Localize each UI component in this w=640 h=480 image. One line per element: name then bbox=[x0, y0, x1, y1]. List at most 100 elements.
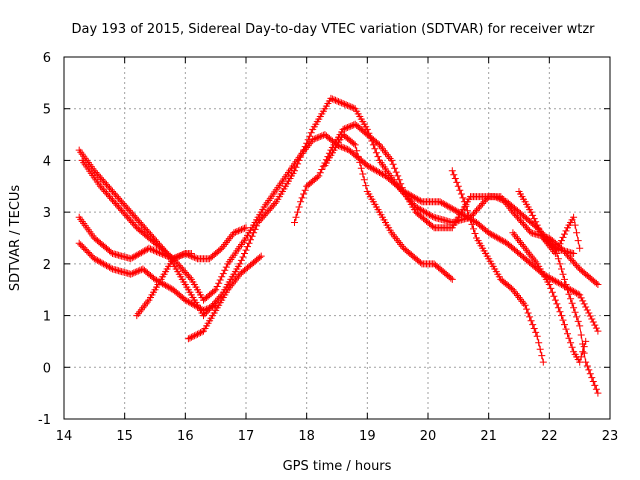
data-point bbox=[342, 124, 350, 132]
data-point bbox=[339, 144, 347, 151]
data-point bbox=[121, 201, 129, 209]
data-point bbox=[181, 269, 189, 276]
data-point bbox=[512, 212, 520, 220]
data-point bbox=[559, 270, 567, 278]
data-point bbox=[570, 287, 578, 295]
data-point bbox=[486, 230, 494, 238]
x-axis-label: GPS time / hours bbox=[283, 459, 392, 474]
data-point bbox=[86, 250, 94, 258]
data-point bbox=[160, 251, 168, 259]
data-point bbox=[586, 312, 594, 320]
data-point bbox=[350, 121, 358, 129]
data-point bbox=[183, 270, 191, 278]
data-point bbox=[568, 343, 576, 351]
data-point bbox=[201, 306, 209, 314]
data-point bbox=[236, 260, 244, 268]
data-point bbox=[526, 313, 534, 321]
data-point bbox=[365, 163, 373, 170]
data-point bbox=[98, 259, 106, 267]
series-sat-k bbox=[509, 229, 590, 366]
data-point bbox=[576, 358, 584, 366]
data-point bbox=[239, 253, 247, 261]
data-point bbox=[145, 244, 153, 252]
data-point bbox=[494, 234, 502, 242]
data-point bbox=[412, 194, 420, 202]
data-point bbox=[99, 260, 107, 268]
data-point bbox=[573, 313, 581, 321]
data-point bbox=[316, 169, 324, 177]
data-point bbox=[271, 200, 279, 207]
data-point bbox=[206, 304, 214, 312]
data-point bbox=[93, 170, 101, 178]
data-point bbox=[99, 177, 107, 185]
data-point bbox=[494, 194, 502, 202]
data-point bbox=[388, 156, 396, 164]
data-point bbox=[242, 246, 250, 254]
data-point bbox=[565, 290, 573, 298]
data-point bbox=[153, 248, 160, 256]
data-point bbox=[529, 321, 537, 329]
data-point bbox=[336, 98, 344, 106]
data-point bbox=[165, 283, 173, 291]
data-point bbox=[78, 242, 86, 250]
data-point bbox=[351, 141, 359, 149]
data-point bbox=[315, 172, 323, 180]
data-point bbox=[180, 267, 188, 275]
data-point bbox=[550, 243, 558, 251]
data-point bbox=[567, 339, 575, 347]
data-point bbox=[203, 305, 211, 313]
data-point bbox=[369, 165, 377, 173]
data-point bbox=[251, 225, 259, 233]
y-tick-label: 6 bbox=[43, 51, 51, 66]
data-point bbox=[495, 195, 503, 203]
y-tick-label: 5 bbox=[43, 103, 51, 118]
data-point bbox=[514, 213, 521, 221]
y-tick-label: 0 bbox=[43, 361, 51, 376]
data-point bbox=[582, 358, 590, 366]
data-point bbox=[113, 193, 121, 201]
data-point bbox=[470, 210, 477, 218]
data-point bbox=[416, 197, 424, 205]
data-point bbox=[573, 262, 581, 270]
data-point bbox=[121, 210, 129, 218]
data-point bbox=[530, 215, 538, 223]
data-point bbox=[539, 358, 547, 366]
data-point bbox=[257, 252, 265, 260]
data-point bbox=[571, 260, 579, 268]
data-point bbox=[101, 188, 109, 195]
data-point bbox=[198, 328, 206, 336]
data-point bbox=[363, 162, 371, 170]
data-point bbox=[96, 258, 104, 266]
data-point bbox=[492, 193, 500, 201]
data-point bbox=[535, 339, 543, 347]
data-point bbox=[178, 265, 186, 273]
data-point bbox=[527, 317, 535, 325]
data-point bbox=[345, 123, 353, 131]
data-point bbox=[247, 236, 254, 244]
data-point bbox=[568, 256, 576, 264]
data-point bbox=[347, 103, 355, 111]
data-point bbox=[438, 199, 446, 207]
data-point bbox=[309, 136, 317, 144]
data-point bbox=[327, 94, 335, 102]
data-point bbox=[319, 162, 327, 170]
data-point bbox=[231, 228, 239, 236]
series-sat-a bbox=[75, 94, 602, 320]
data-point bbox=[460, 198, 468, 206]
data-point bbox=[488, 231, 496, 239]
data-point bbox=[134, 250, 142, 258]
data-point bbox=[350, 104, 358, 112]
data-point bbox=[568, 287, 576, 295]
data-point bbox=[463, 207, 471, 215]
data-point bbox=[172, 253, 180, 261]
data-point bbox=[556, 240, 564, 248]
data-point bbox=[260, 212, 268, 220]
data-point bbox=[530, 325, 538, 332]
data-point bbox=[489, 231, 497, 239]
data-point bbox=[413, 195, 421, 203]
data-point bbox=[113, 201, 121, 209]
data-point bbox=[265, 206, 273, 214]
data-point bbox=[133, 251, 141, 259]
data-point bbox=[153, 276, 160, 284]
data-point bbox=[538, 352, 546, 360]
